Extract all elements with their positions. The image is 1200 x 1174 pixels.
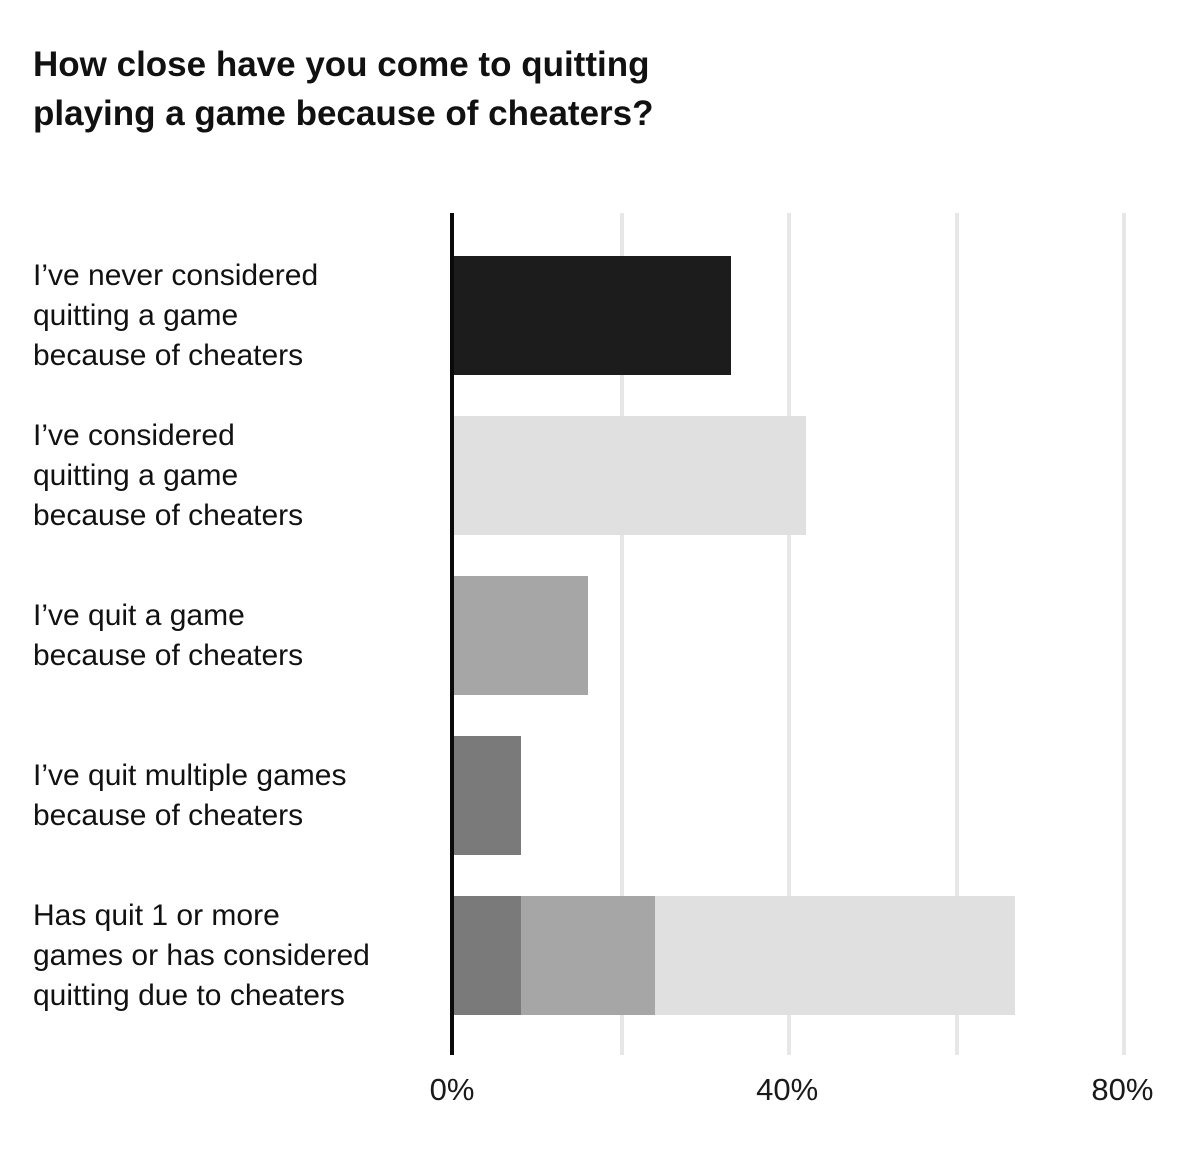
category-label-line: quitting a game xyxy=(33,458,239,492)
category-label-line: Has quit 1 or more xyxy=(33,898,280,932)
stacked-bar-segment-0 xyxy=(454,896,522,1015)
gridline-40-percent xyxy=(787,213,792,1055)
x-tick-label-0pct: 0% xyxy=(429,1072,475,1107)
category-label-line: quitting a game xyxy=(33,298,239,332)
x-tick-label-80pct: 80% xyxy=(1091,1072,1154,1107)
category-label-line: I’ve quit a game xyxy=(33,598,245,632)
bar xyxy=(454,736,522,855)
category-label-2: I’ve quit a game because of cheaters xyxy=(33,576,445,695)
x-axis-tick-labels: 0% 40% 80% xyxy=(430,1072,1174,1116)
category-label-0: I’ve never considered quitting a game beca… xyxy=(33,256,445,375)
plot-area xyxy=(450,213,1178,1055)
gridline-20-percent xyxy=(619,213,624,1055)
category-label-line: I’ve never considered xyxy=(33,258,319,292)
category-label-3: I’ve quit multiple games because of cheat… xyxy=(33,736,445,855)
stacked-bar-segment-2 xyxy=(655,896,1016,1015)
bar-row-0 xyxy=(454,256,731,375)
bar xyxy=(454,416,806,535)
chart-title-line: playing a game because of cheaters? xyxy=(33,94,654,133)
chart-title-line: How close have you come to quitting xyxy=(33,45,650,84)
bar-row-1 xyxy=(454,416,806,535)
bar-row-4 xyxy=(454,896,1016,1015)
category-label-line: quitting due to cheaters xyxy=(33,978,345,1012)
category-label-line: games or has considered xyxy=(33,938,370,972)
category-label-line: because of cheaters xyxy=(33,638,304,672)
category-label-4: Has quit 1 or more games or has considere… xyxy=(33,896,445,1015)
category-label-1: I’ve considered quitting a game because of… xyxy=(33,416,445,535)
category-label-line: I’ve considered xyxy=(33,418,235,452)
chart-title: How close have you come to quitting playi… xyxy=(33,40,654,138)
category-label-line: because of cheaters xyxy=(33,338,304,372)
bar xyxy=(454,256,731,375)
bar-row-2 xyxy=(454,576,589,695)
bar xyxy=(454,576,589,695)
bar-row-3 xyxy=(454,736,522,855)
category-label-line: because of cheaters xyxy=(33,798,304,832)
stacked-bar-segment-1 xyxy=(521,896,656,1015)
gridline-60-percent xyxy=(954,213,959,1055)
category-label-line: because of cheaters xyxy=(33,498,304,532)
x-tick-label-40pct: 40% xyxy=(756,1072,819,1107)
gridline-80-percent xyxy=(1122,213,1127,1055)
category-label-line: I’ve quit multiple games xyxy=(33,758,347,792)
